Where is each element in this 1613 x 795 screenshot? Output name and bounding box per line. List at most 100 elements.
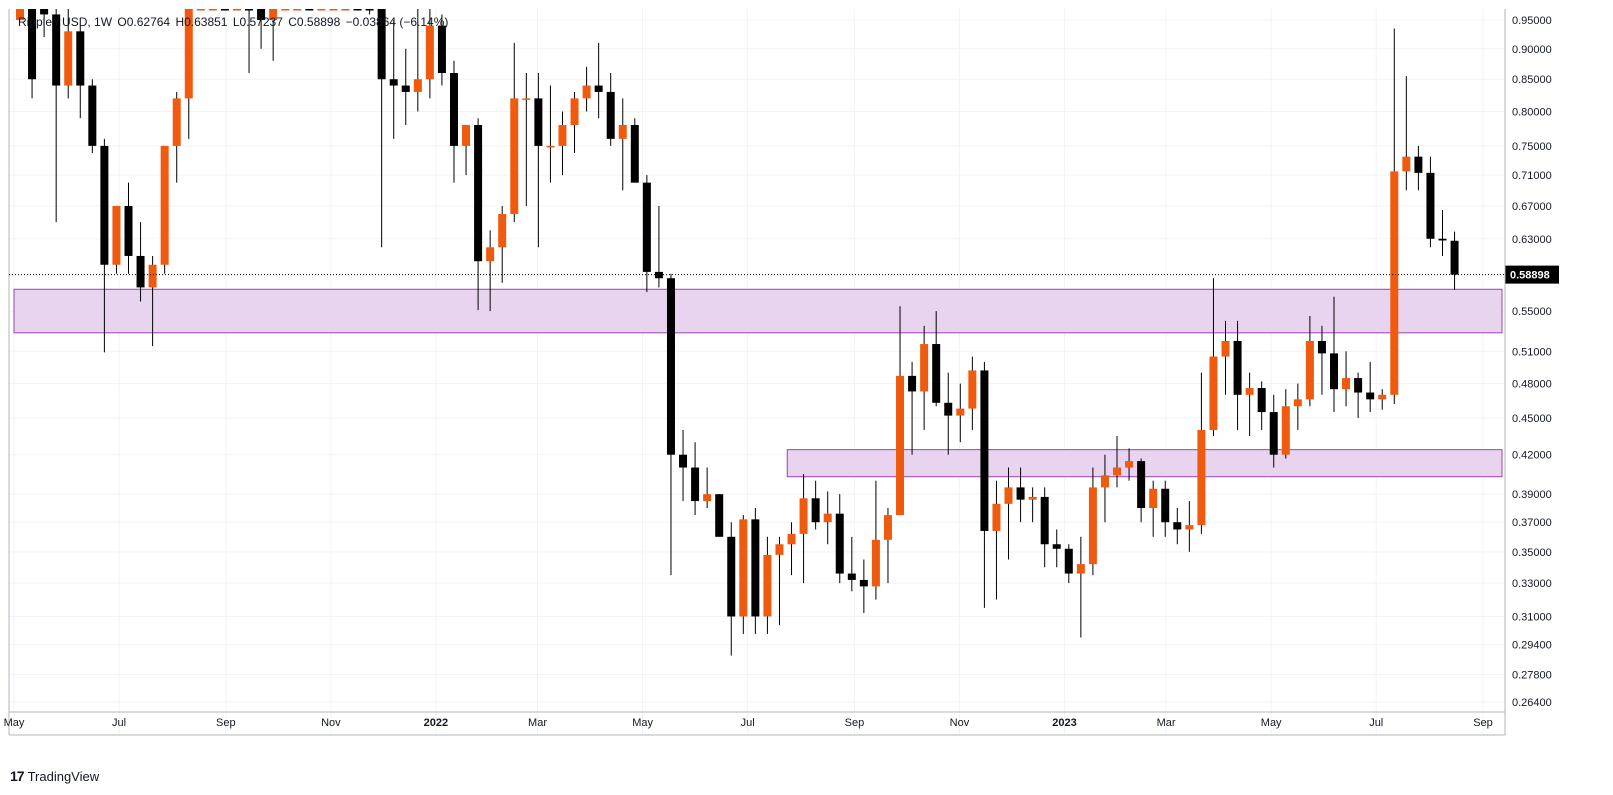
candle-body xyxy=(1161,488,1170,523)
candle-body xyxy=(40,9,49,15)
candle-body xyxy=(305,9,314,11)
candle-body xyxy=(112,205,121,265)
x-tick-label: Mar xyxy=(1157,717,1176,729)
y-tick-label: 0.95000 xyxy=(1512,15,1552,27)
candle-body xyxy=(799,498,808,534)
candle-body xyxy=(64,31,73,86)
candle-body xyxy=(618,125,627,139)
candle-body xyxy=(534,98,543,146)
candle-body xyxy=(160,145,169,265)
plot-background xyxy=(9,9,1505,735)
candle-body xyxy=(474,125,483,262)
candle-body xyxy=(353,9,362,11)
x-tick-label: Sep xyxy=(845,717,865,729)
candle-body xyxy=(932,344,941,403)
candle-body xyxy=(630,125,639,183)
candle-body xyxy=(811,498,820,523)
candle-body xyxy=(558,125,567,146)
candle-body xyxy=(498,213,507,248)
candle-body xyxy=(1004,487,1013,504)
candle-body xyxy=(956,408,965,416)
y-tick-label: 0.48000 xyxy=(1512,379,1552,391)
candle-body xyxy=(859,579,868,587)
tradingview-brand[interactable]: 17 TradingView xyxy=(10,768,99,784)
x-tick-label: May xyxy=(4,717,25,729)
candle-body xyxy=(1028,496,1037,500)
y-tick-label: 0.26400 xyxy=(1512,697,1552,709)
y-tick-label: 0.31000 xyxy=(1512,611,1552,623)
candle-body xyxy=(883,515,892,540)
candle-body xyxy=(1330,353,1339,390)
candle-body xyxy=(220,9,229,11)
candle-body xyxy=(1317,340,1326,354)
candle-body xyxy=(751,519,760,617)
candle-body xyxy=(522,98,531,100)
candle-body xyxy=(980,370,989,531)
candle-body xyxy=(389,79,398,86)
candle-body xyxy=(582,85,591,99)
x-tick-label: Jul xyxy=(1369,717,1383,729)
y-tick-label: 0.63000 xyxy=(1512,234,1552,246)
candle-body xyxy=(136,255,145,288)
candle-body xyxy=(666,278,675,455)
candle-body xyxy=(401,85,410,92)
price-axis[interactable]: 0.95000 0.90000 0.85000 0.80000 0.75000 0.710… xyxy=(1504,9,1552,735)
candle-body xyxy=(1245,388,1254,395)
y-tick-label: 0.75000 xyxy=(1512,141,1552,153)
candle-body xyxy=(1209,356,1218,430)
candle-body xyxy=(184,9,193,99)
candle-body xyxy=(727,536,736,617)
candle-body xyxy=(1293,399,1302,407)
y-tick-label: 0.51000 xyxy=(1512,346,1552,358)
y-tick-label: 0.55000 xyxy=(1512,306,1552,318)
support-zones xyxy=(13,288,1503,478)
x-tick-label: Nov xyxy=(321,717,341,729)
y-tick-label: 0.71000 xyxy=(1512,170,1552,182)
candle-body xyxy=(329,9,338,11)
x-tick-label: Mar xyxy=(528,717,547,729)
x-tick-label: 2023 xyxy=(1052,717,1076,729)
y-tick-label: 0.80000 xyxy=(1512,107,1552,119)
candle-body xyxy=(654,271,663,279)
candle-body xyxy=(715,494,724,537)
candle-body xyxy=(775,544,784,555)
candle-body xyxy=(245,9,254,11)
candle-body xyxy=(606,91,615,139)
candle-body xyxy=(462,125,471,146)
y-tick-label: 0.42000 xyxy=(1512,450,1552,462)
x-tick-label: Nov xyxy=(950,717,970,729)
y-tick-label: 0.35000 xyxy=(1512,547,1552,559)
candle-body xyxy=(1426,172,1435,239)
support-zone xyxy=(13,288,1503,334)
candle-body xyxy=(896,375,905,516)
candle-body xyxy=(787,533,796,545)
candle-body xyxy=(1233,340,1242,395)
candle-body xyxy=(196,9,205,11)
x-tick-label: Jul xyxy=(741,717,755,729)
candle-body xyxy=(1390,171,1399,395)
x-tick-label: 2022 xyxy=(424,717,448,729)
y-tick-label: 0.90000 xyxy=(1512,44,1552,56)
candle-body xyxy=(293,9,302,11)
y-tick-label: 0.29400 xyxy=(1512,640,1552,652)
candle-body xyxy=(763,554,772,617)
y-tick-label: 0.33000 xyxy=(1512,578,1552,590)
y-tick-label: 0.27800 xyxy=(1512,669,1552,681)
candle-body xyxy=(835,513,844,574)
candle-body xyxy=(1414,156,1423,173)
x-tick-label: Sep xyxy=(1473,717,1493,729)
y-tick-label: 0.39000 xyxy=(1512,489,1552,501)
candle-body xyxy=(1064,548,1073,574)
candle-body xyxy=(1185,525,1194,530)
candle-body xyxy=(317,9,326,11)
candle-body xyxy=(739,519,748,617)
candle-body xyxy=(28,9,37,80)
time-axis[interactable]: May Jul Sep Nov 2022 Mar May Jul Sep Nov 2023 Mar Ma… xyxy=(4,711,1505,729)
candle-body xyxy=(1402,156,1411,172)
brand-name: TradingView xyxy=(27,768,100,784)
candle-body xyxy=(1173,522,1182,530)
candle-body xyxy=(425,25,434,80)
candle-body xyxy=(16,9,24,20)
candle-body xyxy=(920,344,929,392)
